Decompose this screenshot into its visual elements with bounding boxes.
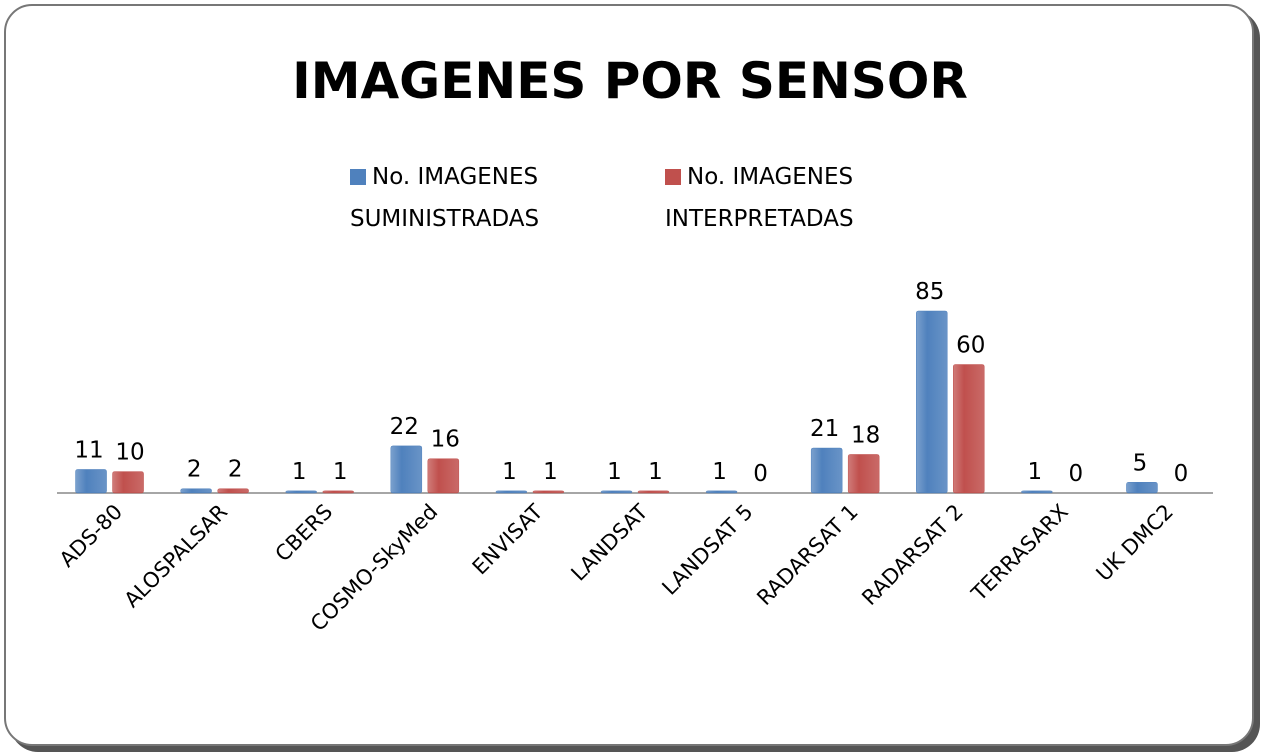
bar: [705, 490, 738, 494]
bar: [322, 490, 354, 494]
legend-label: No. IMAGENES INTERPRETADAS: [665, 164, 854, 232]
bar: [1126, 482, 1158, 494]
x-tick-label: RADARSAT 2: [857, 500, 967, 610]
data-label: 60: [956, 333, 985, 359]
bar: [953, 364, 985, 494]
data-label: 10: [115, 440, 144, 466]
bar: [217, 488, 249, 494]
bar: [847, 454, 880, 494]
data-label: 2: [228, 457, 243, 483]
data-label: 18: [851, 422, 880, 448]
data-label: 21: [810, 416, 839, 442]
x-tick-label: ALOSPALSAR: [120, 500, 233, 613]
data-label: 0: [1174, 461, 1189, 487]
bar: [532, 490, 565, 494]
data-label: 85: [915, 279, 944, 305]
x-tick-label: LANDSAT: [566, 499, 652, 585]
legend-item: No. IMAGENES INTERPRETADAS: [665, 156, 935, 240]
bar: [1021, 490, 1053, 494]
x-tick-label: TERRASARX: [966, 500, 1073, 607]
x-tick-label: RADARSAT 1: [752, 500, 862, 610]
data-label: 11: [74, 437, 103, 463]
bar: [810, 447, 843, 494]
data-label: 5: [1133, 450, 1148, 476]
bar: [637, 490, 670, 494]
data-label: 22: [390, 414, 419, 440]
bar: [600, 490, 633, 494]
data-label: 0: [753, 461, 768, 487]
data-label: 1: [543, 459, 558, 485]
bar: [916, 310, 948, 494]
legend-item: No. IMAGENES SUMINISTRADAS: [350, 156, 620, 240]
chart-frame: [4, 4, 1254, 746]
bar: [427, 458, 460, 494]
bar: [180, 488, 212, 494]
x-tick-label: ADS-80: [55, 500, 127, 572]
bar: [112, 471, 144, 494]
legend-swatch: [350, 169, 366, 185]
data-label: 1: [648, 459, 663, 485]
data-label: 1: [502, 459, 517, 485]
data-label: 0: [1069, 461, 1084, 487]
data-label: 1: [1028, 459, 1043, 485]
x-tick-label: LANDSAT 5: [657, 500, 757, 600]
data-label: 16: [431, 427, 460, 453]
data-label: 2: [187, 457, 202, 483]
bar: [390, 445, 423, 494]
data-label: 1: [292, 459, 307, 485]
chart-title: IMAGENES POR SENSOR: [292, 52, 968, 110]
data-label: 1: [333, 459, 348, 485]
bar: [75, 469, 107, 494]
x-tick-label: CBERS: [271, 500, 338, 567]
x-tick-label: UK DMC2: [1092, 500, 1178, 586]
x-tick-label: ENVISAT: [468, 499, 548, 579]
data-label: 1: [712, 459, 727, 485]
legend-swatch: [665, 169, 681, 185]
bar: [495, 490, 528, 494]
data-label: 1: [607, 459, 622, 485]
legend-label: No. IMAGENES SUMINISTRADAS: [350, 164, 540, 232]
bar: [285, 490, 317, 494]
